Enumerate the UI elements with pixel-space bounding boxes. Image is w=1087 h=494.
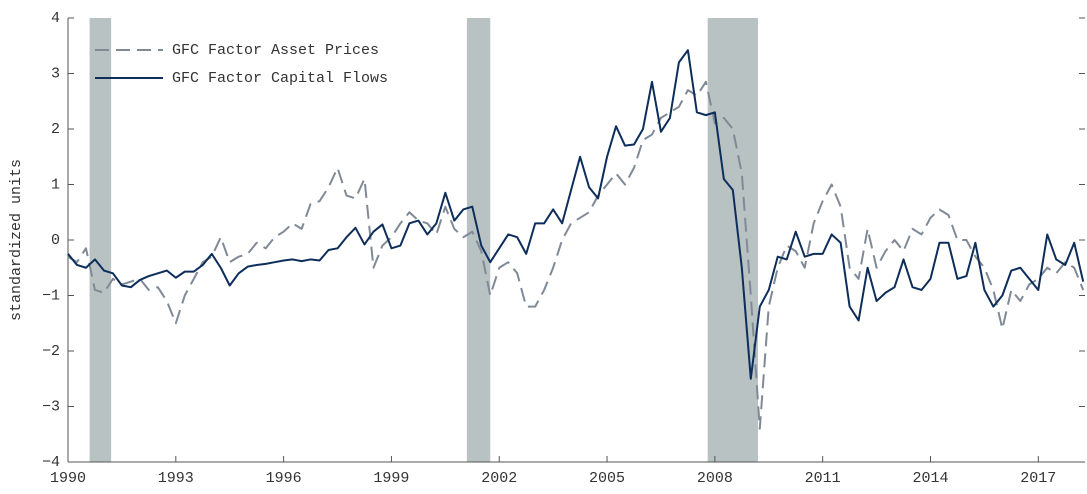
y-tick-label: 3: [51, 65, 60, 82]
series-line: [67, 49, 1085, 380]
recession-band: [466, 18, 491, 462]
x-tick-label: 2014: [912, 470, 948, 487]
x-tick-label: 2005: [589, 470, 625, 487]
y-tick-label: −2: [42, 343, 60, 360]
x-tick-label: 1990: [50, 470, 86, 487]
x-tick-label: 1996: [266, 470, 302, 487]
y-tick-label: 2: [51, 121, 60, 138]
x-tick-label: 1993: [158, 470, 194, 487]
legend-label: GFC Factor Capital Flows: [172, 70, 388, 87]
x-tick-label: 2017: [1020, 470, 1056, 487]
x-tick-label: 2008: [697, 470, 733, 487]
recession-band: [89, 18, 112, 462]
y-tick-label: 4: [51, 10, 60, 27]
y-tick-label: 1: [51, 176, 60, 193]
y-tick-label: 0: [51, 232, 60, 249]
x-tick-label: 2002: [481, 470, 517, 487]
y-tick-label: −4: [42, 454, 60, 471]
y-tick-label: −3: [42, 398, 60, 415]
y-tick-label: −1: [42, 287, 60, 304]
series-line: [67, 80, 1085, 430]
legend-label: GFC Factor Asset Prices: [172, 42, 379, 59]
y-axis-label: standardized units: [8, 159, 25, 321]
x-tick-label: 1999: [373, 470, 409, 487]
x-tick-label: 2011: [805, 470, 841, 487]
recession-band: [707, 18, 758, 462]
